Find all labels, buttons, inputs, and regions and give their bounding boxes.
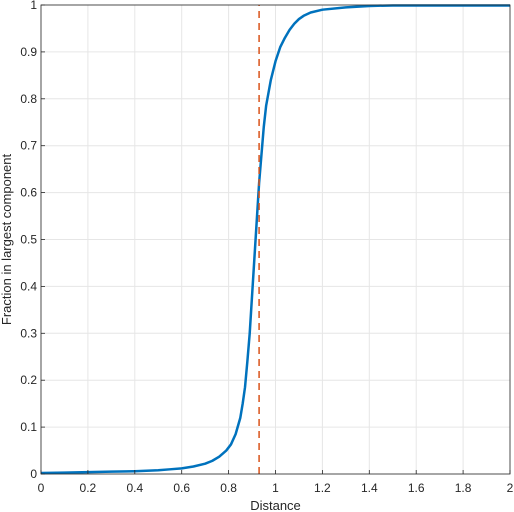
- x-tick-label: 1.2: [314, 481, 331, 495]
- y-tick-label: 0.4: [20, 279, 37, 293]
- y-tick-label: 0.7: [20, 139, 37, 153]
- y-tick-label: 0.1: [20, 420, 37, 434]
- y-tick-label: 1: [30, 0, 37, 12]
- series-line: [40, 4, 510, 475]
- y-tick-label: 0.6: [20, 186, 37, 200]
- y-tick-label: 0.9: [20, 45, 37, 59]
- x-tick-label: 0.8: [220, 481, 237, 495]
- y-tick-label: 0.2: [20, 373, 37, 387]
- y-tick-label: 0.5: [20, 233, 37, 247]
- x-tick-label: 1: [272, 481, 279, 495]
- y-tick-label: 0.8: [20, 92, 37, 106]
- series-layer: [40, 4, 510, 475]
- x-tick-label: 2: [507, 481, 514, 495]
- y-axis-title: Fraction in largest component: [0, 153, 14, 325]
- y-tick-label: 0: [30, 467, 37, 481]
- ticks: 0 0.2 0.4 0.6 0.8 1 1.2 1.4 1.6 1.8 2 0 0.1 0.2 0.3 0.4…: [20, 0, 513, 495]
- x-tick-label: 0.4: [126, 481, 143, 495]
- x-tick-label: 0.2: [80, 481, 97, 495]
- y-tick-label: 0.3: [20, 326, 37, 340]
- x-tick-label: 0: [38, 481, 45, 495]
- x-tick-label: 1.8: [455, 481, 472, 495]
- x-tick-label: 0.6: [173, 481, 190, 495]
- x-tick-label: 1.6: [408, 481, 425, 495]
- x-tick-label: 1.4: [361, 481, 378, 495]
- x-axis-title: Distance: [250, 498, 301, 512]
